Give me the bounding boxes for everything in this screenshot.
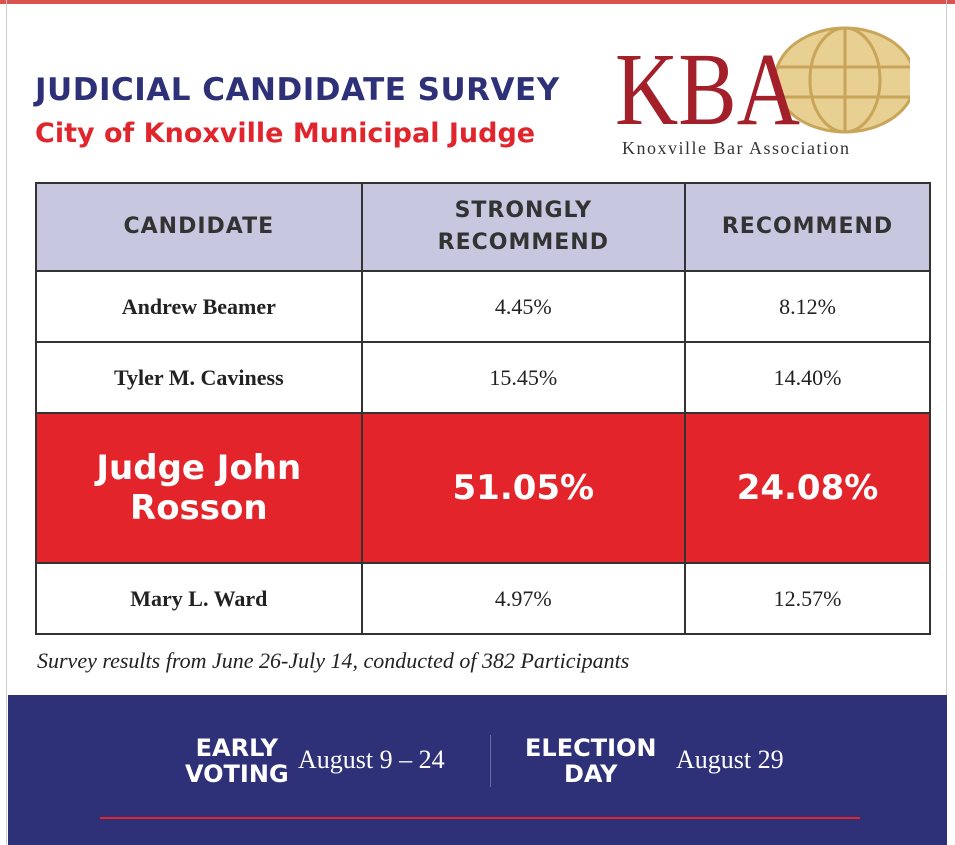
percentage: 4.45% <box>360 270 687 343</box>
row: Mary L. Ward 4.97% 12.57% <box>35 562 931 635</box>
candidate-name: Judge John Rosson <box>35 412 363 564</box>
frame <box>6 0 947 845</box>
candidate-name: Mary L. Ward <box>35 562 363 635</box>
footer-label-line: DAY <box>563 760 618 788</box>
percentage: 12.57% <box>684 562 931 635</box>
footer-label: EARLY VOTING <box>185 735 289 787</box>
percentage: 8.12% <box>684 270 931 343</box>
column-header: RECOMMEND <box>684 182 931 272</box>
row: Tyler M. Caviness 15.45% 14.40% <box>35 341 931 414</box>
footer-label: ELECTION DAY <box>525 735 656 787</box>
footer-label-line: ELECTION <box>525 734 657 762</box>
footer-band <box>8 695 947 845</box>
title: JUDICIAL CANDIDATE SURVEY <box>35 72 560 108</box>
footer-label-line: VOTING <box>185 760 289 788</box>
footer-date: August 29 <box>676 745 784 774</box>
footer-rule <box>100 817 860 819</box>
top-rule <box>0 0 955 4</box>
footer-label-line: EARLY <box>195 734 279 762</box>
column-header: CANDIDATE <box>35 182 363 272</box>
footnote: Survey results from June 26-July 14, con… <box>37 648 630 673</box>
logo-name: Knoxville Bar Association <box>622 138 850 158</box>
logo-mark: KBA <box>615 32 800 147</box>
row: Andrew Beamer 4.45% 8.12% <box>35 270 931 343</box>
percentage: 15.45% <box>360 341 687 414</box>
column-header: STRONGLY RECOMMEND <box>360 182 687 272</box>
results-table: CANDIDATE STRONGLY RECOMMEND RECOMMEND And… <box>35 182 931 635</box>
row: Judge John Rosson 51.05% 24.08% <box>35 412 931 564</box>
logo: KBA Knoxville Bar Association <box>615 26 910 158</box>
divider <box>490 735 491 787</box>
candidate-name: Tyler M. Caviness <box>35 341 363 414</box>
percentage: 24.08% <box>684 412 931 564</box>
percentage: 51.05% <box>360 412 687 564</box>
footer-date: August 9 – 24 <box>298 745 445 774</box>
subtitle: City of Knoxville Municipal Judge <box>35 118 536 149</box>
header-row: CANDIDATE STRONGLY RECOMMEND RECOMMEND <box>35 182 931 272</box>
candidate-name: Andrew Beamer <box>35 270 363 343</box>
percentage: 4.97% <box>360 562 687 635</box>
percentage: 14.40% <box>684 341 931 414</box>
